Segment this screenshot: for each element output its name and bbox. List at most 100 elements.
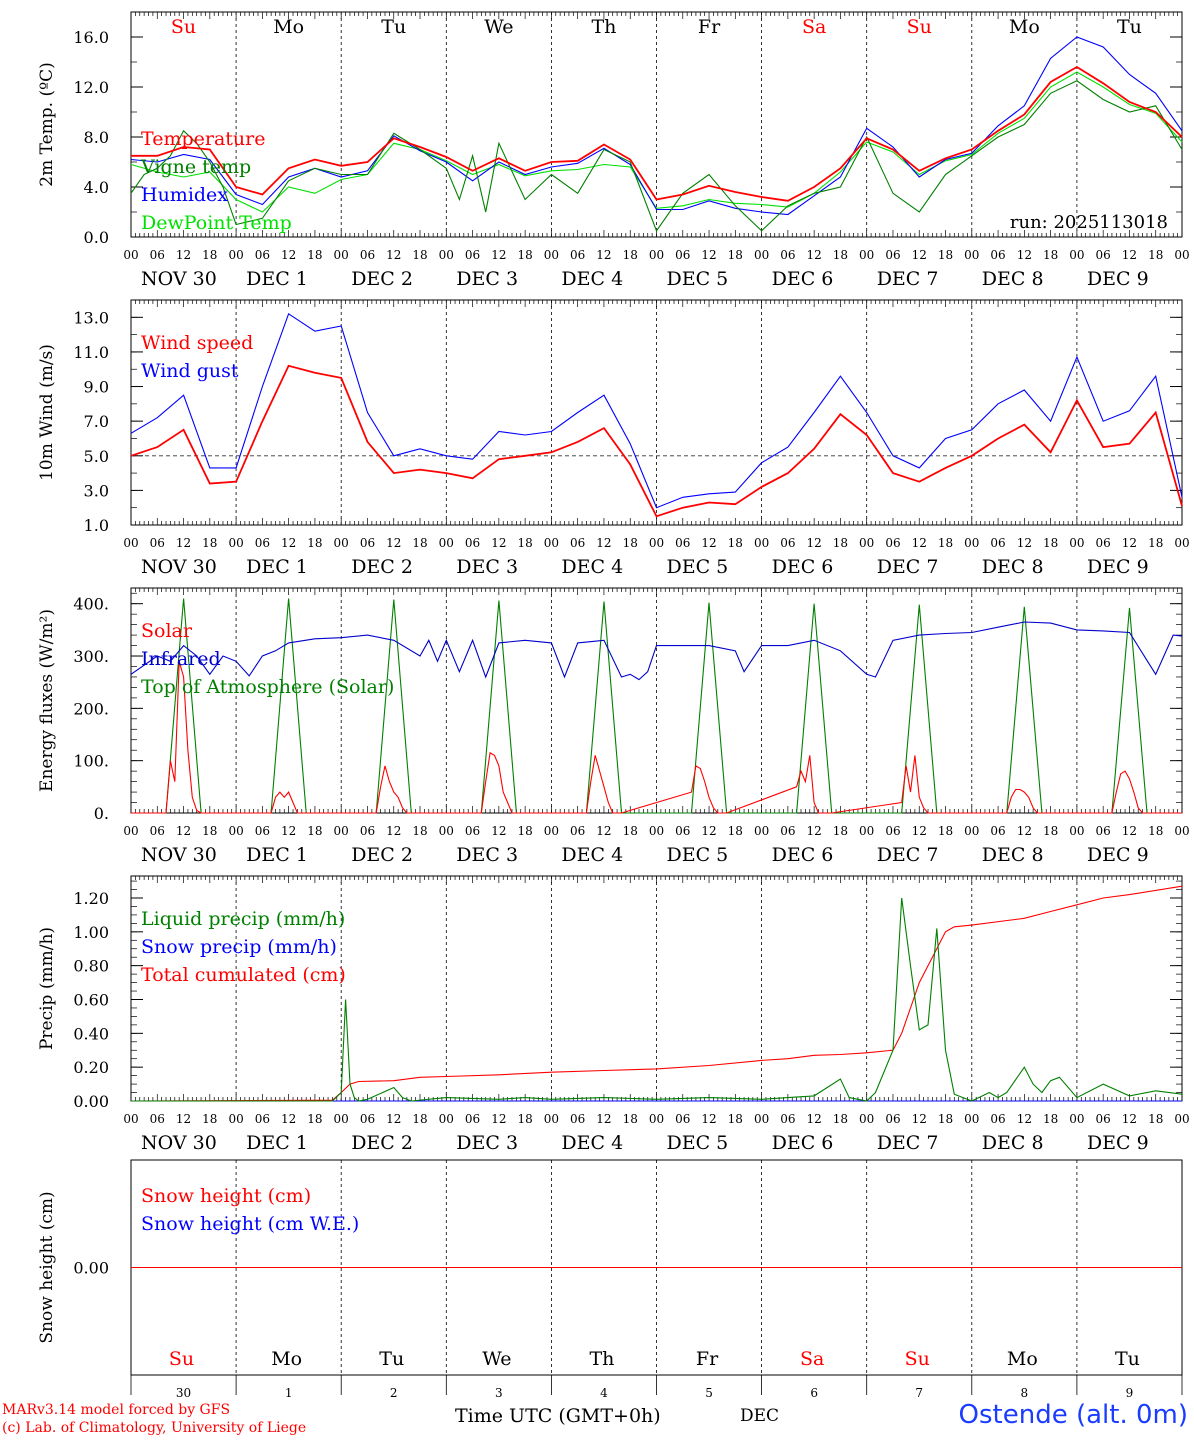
hour-tick-label: 00 [544, 248, 559, 262]
date-label: DEC 5 [667, 556, 729, 578]
hour-tick-label: 00 [228, 248, 243, 262]
hour-tick-label: 00 [649, 824, 664, 838]
y-tick-label: 0.40 [73, 1024, 109, 1043]
hour-tick-label: 18 [202, 536, 217, 550]
date-label: DEC 1 [246, 556, 308, 578]
hour-tick-label: 12 [701, 536, 716, 550]
y-tick-label: 0.60 [73, 990, 109, 1009]
series-line-liquid-precip-mm-h- [131, 897, 1183, 1102]
weekday-label-bottom: Mo [1007, 1348, 1038, 1370]
y-tick-label: 0.20 [73, 1058, 109, 1077]
hour-tick-label: 00 [1174, 248, 1189, 262]
location-label: Ostende (alt. 0m) [958, 1400, 1188, 1430]
legend-entry: Snow height (cm W.E.) [141, 1213, 359, 1235]
hour-tick-label: 12 [807, 536, 822, 550]
hour-tick-label: 06 [570, 248, 585, 262]
date-label: DEC 9 [1087, 268, 1149, 290]
hour-tick-label: 12 [386, 1112, 401, 1126]
date-label: DEC 8 [982, 844, 1044, 866]
hour-tick-label: 06 [255, 824, 270, 838]
hour-tick-label: 00 [334, 536, 349, 550]
series-line-wind-speed [130, 364, 1183, 518]
hour-tick-label: 06 [360, 1112, 375, 1126]
hour-tick-label: 18 [412, 1112, 427, 1126]
hour-tick-label: 12 [912, 248, 927, 262]
hour-tick-label: 18 [1043, 1112, 1058, 1126]
hour-tick-label: 18 [412, 248, 427, 262]
date-label: NOV 30 [141, 556, 217, 578]
date-label: DEC 1 [246, 1132, 308, 1154]
hour-tick-label: 18 [1043, 824, 1058, 838]
panel-5: 0.00 Snow height (cm) Snow height (cm) Snow… [37, 1159, 1183, 1395]
hour-tick-label: 06 [990, 824, 1005, 838]
date-label: DEC 8 [982, 268, 1044, 290]
weekday-label-top: Mo [273, 16, 304, 38]
hour-tick-label: 18 [517, 536, 532, 550]
hour-tick-label: 18 [1148, 824, 1163, 838]
hour-tick-label: 18 [1148, 536, 1163, 550]
hour-tick-label: 12 [176, 248, 191, 262]
hour-tick-label: 12 [807, 824, 822, 838]
y-tick-label: 16.0 [73, 28, 109, 47]
date-label: NOV 30 [141, 844, 217, 866]
y-axis-label: 2m Temp. (ºC) [37, 62, 57, 187]
hour-tick-label: 18 [517, 824, 532, 838]
date-label: DEC 5 [667, 844, 729, 866]
date-label: DEC 3 [456, 556, 518, 578]
hour-tick-label: 00 [439, 536, 454, 550]
hour-tick-label: 00 [123, 248, 138, 262]
hour-tick-label: 06 [675, 248, 690, 262]
weekday-label-top: Su [171, 16, 196, 38]
hour-tick-label: 06 [885, 1112, 900, 1126]
panel-4: 0.00 0.20 0.40 0.60 0.80 1.00 1.20 Precip (mm/h… [37, 875, 1190, 1154]
date-label: DEC 4 [561, 268, 623, 290]
hour-tick-label: 00 [754, 536, 769, 550]
date-label: DEC 3 [456, 1132, 518, 1154]
hour-tick-label: 00 [754, 1112, 769, 1126]
day-number-label: 4 [600, 1386, 608, 1400]
hour-tick-label: 00 [228, 824, 243, 838]
hour-tick-label: 18 [938, 248, 953, 262]
hour-tick-label: 18 [412, 824, 427, 838]
hour-tick-label: 06 [570, 1112, 585, 1126]
legend-entry: DewPoint Temp [141, 212, 292, 234]
hour-tick-label: 18 [728, 824, 743, 838]
month-label: DEC [740, 1406, 780, 1426]
hour-tick-label: 12 [491, 248, 506, 262]
series-line-wind-gust [130, 312, 1183, 509]
hour-tick-label: 00 [964, 824, 979, 838]
hour-tick-label: 00 [123, 824, 138, 838]
hour-tick-label: 06 [255, 536, 270, 550]
hour-tick-label: 18 [307, 824, 322, 838]
hour-tick-label: 00 [123, 1112, 138, 1126]
hour-tick-label: 12 [281, 536, 296, 550]
weekday-label-top: Sa [802, 16, 826, 38]
weekday-label-bottom: Sa [800, 1348, 824, 1370]
y-tick-label: 1.00 [73, 923, 109, 942]
hour-tick-label: 06 [780, 536, 795, 550]
hour-tick-label: 12 [386, 536, 401, 550]
hour-tick-label: 00 [859, 536, 874, 550]
hour-tick-label: 00 [1069, 248, 1084, 262]
y-tick-label: 8.0 [84, 128, 109, 147]
legend-entry: Wind gust [141, 360, 239, 382]
hour-tick-label: 06 [1096, 536, 1111, 550]
date-label: DEC 3 [456, 268, 518, 290]
date-label: DEC 2 [351, 844, 413, 866]
date-label: DEC 5 [667, 268, 729, 290]
hour-tick-label: 00 [544, 536, 559, 550]
hour-tick-label: 12 [1017, 1112, 1032, 1126]
hour-tick-label: 18 [1043, 536, 1058, 550]
hour-tick-label: 12 [386, 248, 401, 262]
hour-tick-label: 18 [728, 248, 743, 262]
day-number-label: 8 [1021, 1386, 1029, 1400]
y-tick-label: 3.0 [84, 481, 109, 500]
hour-tick-label: 06 [360, 824, 375, 838]
hour-tick-label: 12 [281, 824, 296, 838]
hour-tick-label: 06 [675, 1112, 690, 1126]
date-label: DEC 9 [1087, 556, 1149, 578]
legend-entry: Solar [141, 620, 193, 642]
lab-credit: (c) Lab. of Climatology, University of L… [2, 1420, 307, 1436]
hour-tick-label: 12 [1122, 248, 1137, 262]
hour-tick-label: 06 [150, 824, 165, 838]
